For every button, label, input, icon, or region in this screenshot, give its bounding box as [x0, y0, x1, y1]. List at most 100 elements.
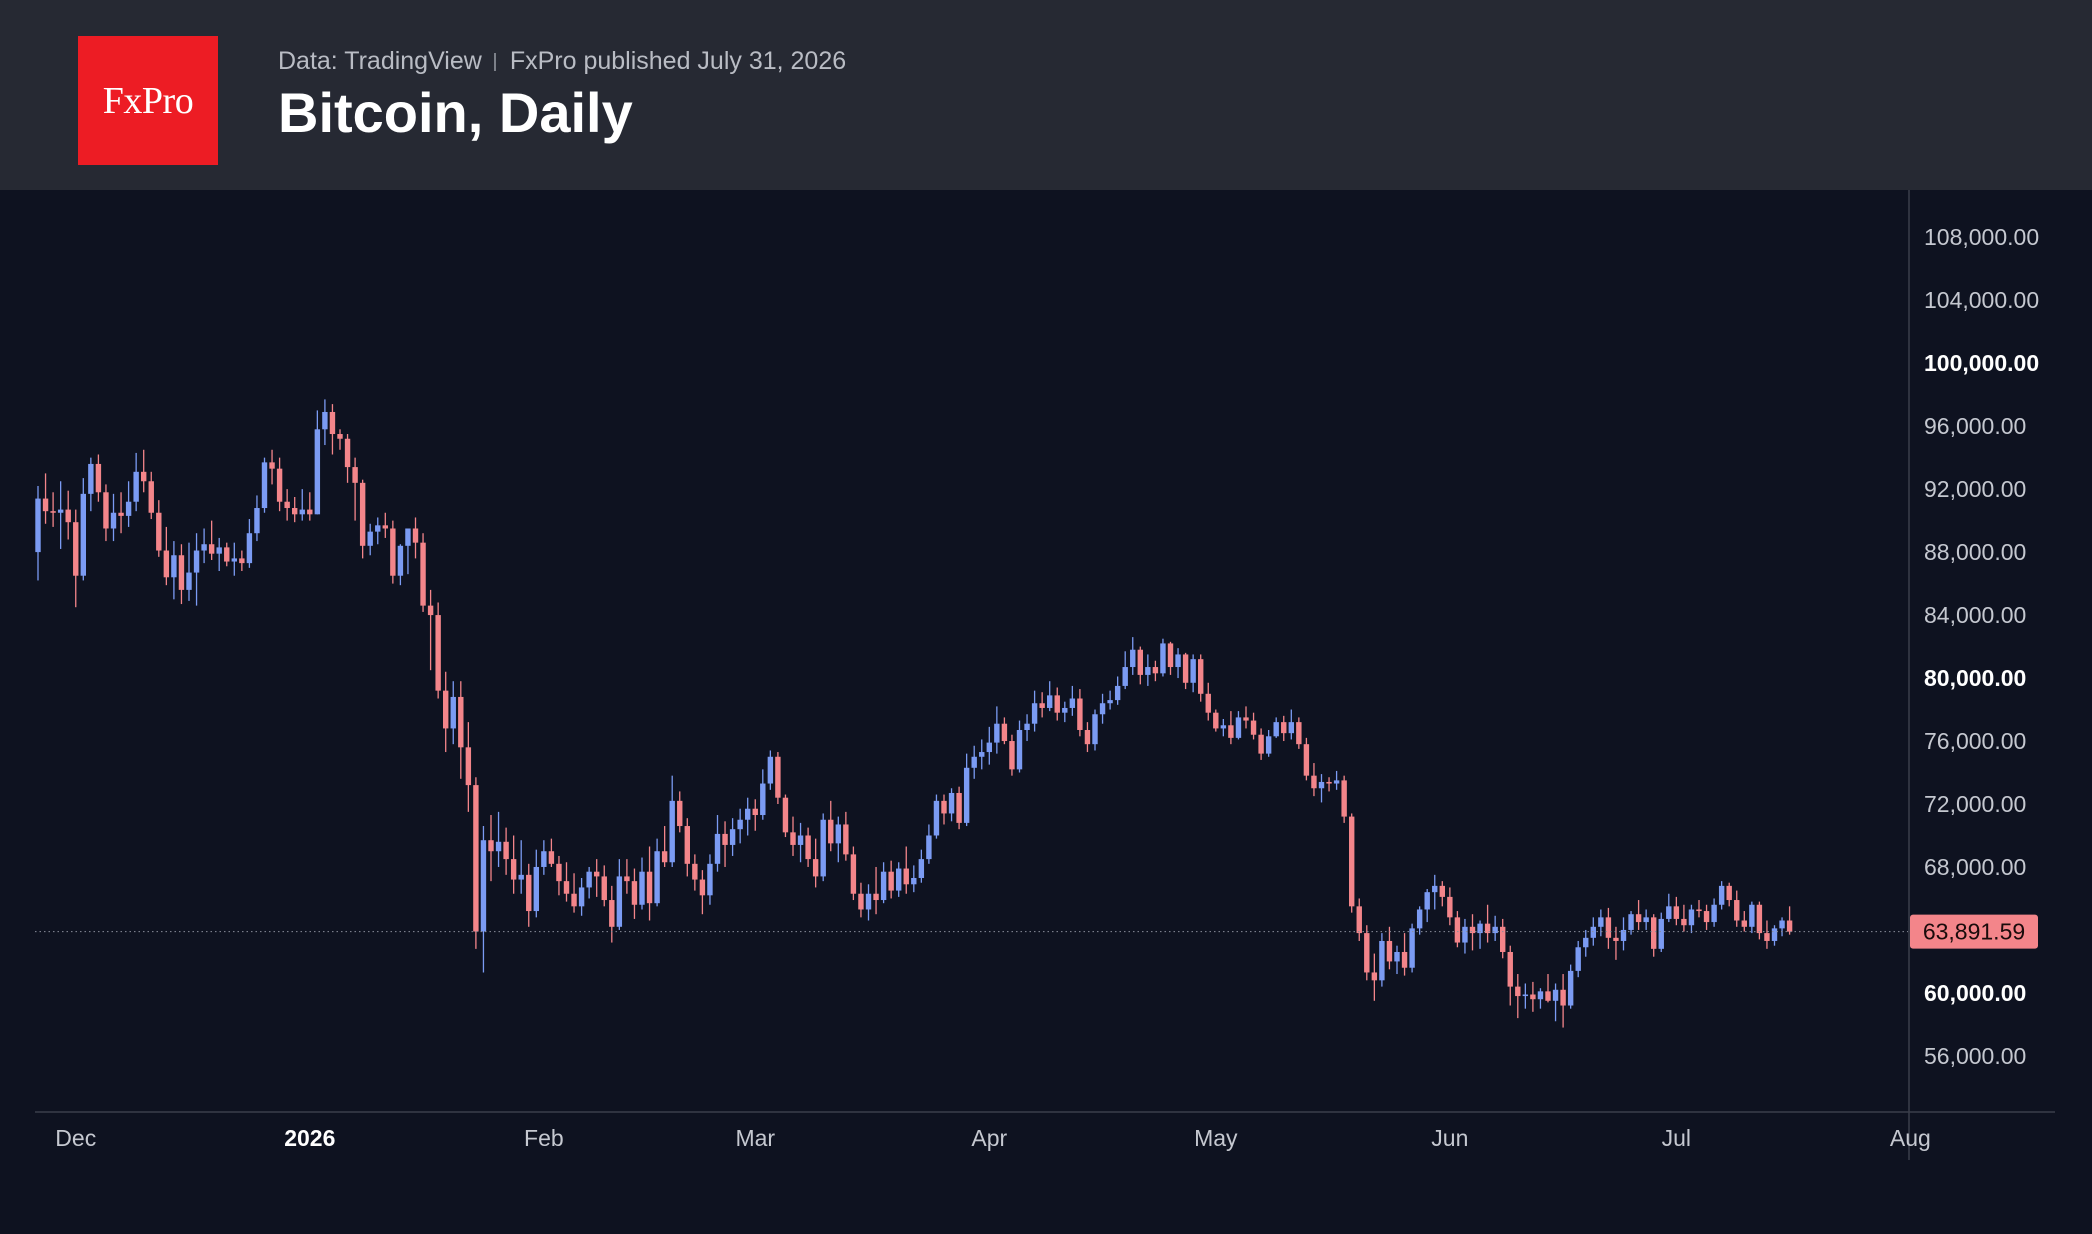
candle — [1416, 906, 1423, 935]
candle — [1613, 926, 1619, 960]
candle-body — [261, 462, 268, 509]
candle-body — [276, 468, 283, 502]
candle-body — [1092, 714, 1098, 745]
candle — [1439, 881, 1445, 907]
header: FxPro Data: TradingView FxPro published … — [0, 0, 2092, 190]
price-axis[interactable]: 108,000.00 104,000.00 100,000.00 96,000.00 9… — [1924, 224, 2039, 1069]
candle — [1326, 777, 1332, 792]
candle-body — [125, 501, 132, 516]
candle-body — [956, 792, 962, 823]
candle — [1198, 654, 1204, 702]
candle — [1092, 709, 1098, 751]
candle-body — [1688, 909, 1695, 926]
candle — [299, 489, 305, 521]
meta-separator — [493, 52, 496, 71]
candle-body — [1439, 885, 1445, 897]
candle — [1492, 915, 1498, 941]
candle — [1273, 717, 1279, 738]
candle-body — [865, 893, 872, 910]
candle — [1152, 660, 1159, 682]
candle — [1703, 904, 1710, 930]
candle-body — [1718, 885, 1725, 905]
candle-body — [896, 868, 902, 891]
candle-body — [624, 876, 630, 882]
candle-body — [1522, 994, 1529, 997]
candle — [684, 818, 690, 877]
candle-body — [631, 881, 638, 905]
candle — [1771, 925, 1778, 946]
candle — [1469, 914, 1476, 951]
time-tick-label: May — [1194, 1125, 1238, 1151]
candle — [510, 835, 517, 894]
candle — [473, 777, 479, 949]
candle-body — [880, 871, 887, 901]
candle — [1666, 893, 1672, 923]
candle-body — [352, 467, 358, 483]
candle — [458, 681, 464, 779]
candle — [609, 885, 615, 943]
candle-body — [578, 887, 585, 907]
candle-body — [1484, 923, 1491, 934]
candle-body — [1386, 940, 1393, 962]
candle-body — [820, 819, 826, 877]
time-axis[interactable]: Dec 2026 Feb Mar Apr May Jun Jul Aug — [55, 1125, 1931, 1151]
candle — [148, 471, 154, 520]
candle — [1288, 709, 1294, 740]
candle-body — [216, 547, 222, 554]
candle-body — [1492, 926, 1498, 934]
candle-body — [186, 572, 192, 590]
candle — [805, 827, 811, 867]
price-tick-label: 88,000.00 — [1924, 539, 2026, 565]
candle-body — [790, 832, 796, 845]
candle-body — [1016, 730, 1023, 770]
candle-body — [601, 876, 607, 901]
price-tick-label: 108,000.00 — [1924, 224, 2039, 250]
candle-body — [979, 752, 985, 757]
candle — [1749, 901, 1755, 934]
candle — [911, 865, 917, 893]
time-tick-label: Aug — [1890, 1125, 1931, 1151]
candle — [601, 865, 607, 907]
candle — [284, 489, 290, 521]
candle-body — [797, 835, 804, 845]
candle-body — [1734, 900, 1740, 921]
time-tick-label: 2026 — [284, 1125, 335, 1151]
candle-body — [246, 533, 253, 564]
candle — [1560, 974, 1566, 1028]
candle — [782, 794, 789, 838]
candle — [1786, 906, 1793, 935]
candle-body — [208, 544, 215, 554]
candle-body — [1152, 667, 1159, 674]
candle-body — [1477, 923, 1483, 934]
candle — [820, 813, 826, 882]
candle — [835, 816, 841, 863]
candle — [548, 838, 555, 867]
candle-body — [1462, 926, 1468, 943]
candle — [314, 410, 321, 515]
candle — [586, 866, 592, 899]
candle — [1364, 925, 1370, 981]
candlestick-chart[interactable]: 108,000.00 104,000.00 100,000.00 96,000.00 9… — [0, 190, 2092, 1234]
candle — [948, 788, 955, 822]
candle — [42, 473, 49, 524]
candle-body — [1409, 928, 1415, 968]
candle-body — [269, 462, 275, 469]
logo-text: FxPro — [102, 79, 194, 122]
candle — [563, 862, 570, 902]
candle-body — [1205, 693, 1211, 713]
candle — [556, 855, 562, 896]
candle-body — [163, 550, 170, 578]
candle-body — [1243, 717, 1249, 721]
candle — [624, 859, 630, 894]
candle — [790, 816, 796, 856]
candle — [359, 479, 366, 559]
candle-body — [1296, 722, 1302, 745]
candle — [465, 722, 472, 812]
candle — [1477, 920, 1483, 949]
candle — [1303, 737, 1310, 781]
candle-body — [1009, 741, 1015, 770]
candle — [1620, 917, 1627, 951]
candle — [1016, 720, 1023, 773]
candle — [745, 797, 751, 836]
candle-body — [1288, 722, 1294, 734]
